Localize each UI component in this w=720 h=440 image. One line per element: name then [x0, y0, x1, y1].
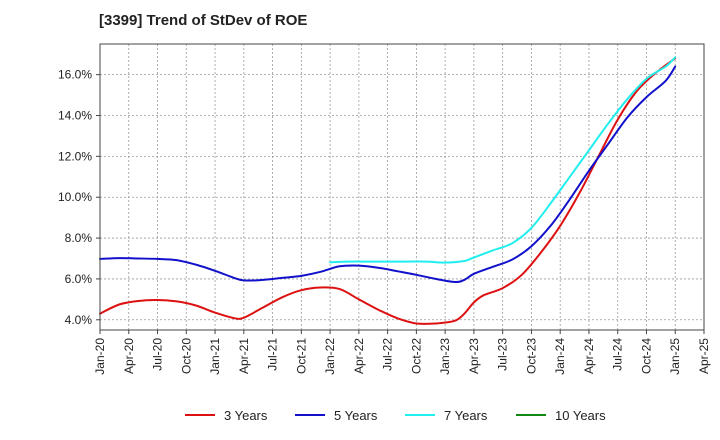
legend: 3 Years 5 Years 7 Years 10 Years — [185, 408, 606, 423]
x-tick-label: Apr-25 — [697, 338, 711, 374]
x-tick-label: Jul-24 — [611, 338, 625, 371]
series-line-3-years — [99, 57, 677, 325]
legend-label: 5 Years — [334, 408, 378, 423]
y-tick-label: 6.0% — [65, 272, 93, 286]
grid — [100, 44, 704, 330]
x-tick-label: Oct-24 — [639, 338, 653, 374]
x-tick-label: Jan-23 — [438, 338, 452, 375]
y-tick-label: 16.0% — [58, 68, 92, 82]
x-tick-label: Apr-23 — [467, 338, 481, 374]
x-tick-label: Jan-22 — [323, 338, 337, 375]
legend-label: 10 Years — [555, 408, 606, 423]
series-line-5-years — [99, 65, 677, 284]
legend-item-3-years: 3 Years — [185, 408, 268, 423]
legend-item-5-years: 5 Years — [295, 408, 378, 423]
x-tick-label: Apr-20 — [122, 338, 136, 374]
x-tick-label: Jan-20 — [93, 338, 107, 375]
series-line-7-years — [329, 56, 677, 264]
x-tick-label: Jul-23 — [496, 338, 510, 371]
x-tick-label: Jul-21 — [266, 338, 280, 371]
plot-frame — [99, 43, 705, 331]
y-tick-label: 12.0% — [58, 149, 92, 163]
x-tick-label: Apr-22 — [352, 338, 366, 374]
axes: Jan-20 Apr-20 Jul-20 Oct-20 Jan-21 Apr-21 Jul-… — [58, 68, 711, 375]
y-tick-label: 4.0% — [65, 313, 93, 327]
legend-label: 3 Years — [224, 408, 268, 423]
legend-label: 7 Years — [444, 408, 488, 423]
x-tick-label: Apr-24 — [582, 338, 596, 374]
x-tick-label: Jul-22 — [381, 338, 395, 371]
y-tick-label: 14.0% — [58, 109, 92, 123]
legend-item-7-years: 7 Years — [405, 408, 488, 423]
x-tick-label: Oct-20 — [179, 338, 193, 374]
x-tick-label: Apr-21 — [237, 338, 251, 374]
legend-item-10-years: 10 Years — [516, 408, 606, 423]
x-tick-label: Jan-25 — [668, 338, 682, 375]
x-tick-label: Jan-24 — [553, 338, 567, 375]
y-tick-label: 8.0% — [65, 231, 93, 245]
y-tick-label: 10.0% — [58, 190, 92, 204]
x-tick-label: Oct-23 — [524, 338, 538, 374]
series-lines — [99, 56, 677, 325]
x-tick-label: Oct-22 — [409, 338, 423, 374]
x-tick-label: Jan-21 — [208, 338, 222, 375]
x-tick-label: Jul-20 — [151, 338, 165, 371]
x-tick-label: Oct-21 — [294, 338, 308, 374]
chart-title: [3399] Trend of StDev of ROE — [99, 12, 308, 29]
